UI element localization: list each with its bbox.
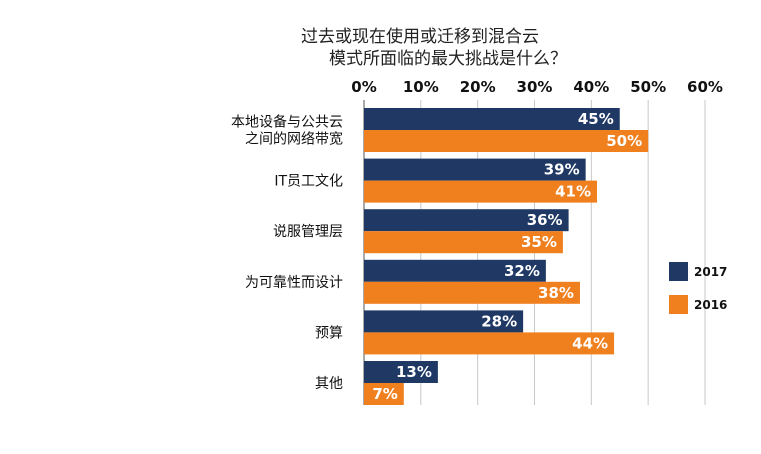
bar-data-label: 50% — [606, 132, 642, 150]
bar-2016 — [364, 231, 563, 254]
chart-title-line-1: 过去或现在使用或迁移到混合云 — [301, 26, 539, 47]
bar-data-label: 28% — [481, 312, 517, 330]
bar-data-label: 41% — [555, 183, 591, 201]
bar-data-label: 7% — [372, 385, 397, 403]
category-label: 本地设备与公共云 — [231, 114, 343, 131]
bar-2016 — [364, 180, 598, 203]
legend-label: 2016 — [694, 298, 727, 312]
x-tick-label: 60% — [687, 78, 723, 96]
bar-data-label: 35% — [521, 233, 557, 251]
bar-2016 — [364, 281, 580, 304]
legend: 2017 2016 — [669, 262, 727, 314]
x-tick-label: 0% — [351, 78, 376, 96]
legend-label: 2017 — [694, 265, 727, 279]
chart-title-line-2: 模式所面临的最大挑战是什么？ — [329, 49, 567, 69]
bar-2016 — [364, 383, 404, 405]
category-label: 说服管理层 — [273, 224, 343, 240]
bars: 45% 50% 39% 41% 36% 35% 32% 38% 28% 44% 13% 7% — [364, 108, 649, 405]
bar-data-label: 45% — [578, 110, 614, 128]
bar-2016 — [364, 332, 615, 355]
bar-data-label: 39% — [544, 161, 580, 179]
bar-2017 — [364, 108, 620, 130]
category-label: 之间的网络带宽 — [245, 131, 343, 148]
bar-2017 — [364, 259, 546, 282]
category-label: 其他 — [315, 376, 343, 392]
x-tick-label: 30% — [517, 78, 553, 96]
bar-data-label: 38% — [538, 284, 574, 302]
legend-swatch-2016 — [669, 295, 688, 314]
bar-data-label: 44% — [572, 334, 608, 352]
x-tick-label: 20% — [460, 78, 496, 96]
bar-data-label: 36% — [527, 211, 563, 229]
bar-2017 — [364, 361, 438, 383]
x-tick-label: 10% — [403, 78, 439, 96]
bar-2016 — [364, 130, 649, 152]
x-tick-label: 50% — [630, 78, 666, 96]
x-axis-tick-labels: 0% 10% 20% 30% 40% 50% 60% — [351, 78, 723, 96]
bar-2017 — [364, 209, 569, 232]
x-tick-label: 40% — [573, 78, 609, 96]
category-label: 预算 — [315, 325, 343, 341]
legend-swatch-2017 — [669, 262, 688, 281]
bar-2017 — [364, 158, 586, 181]
bar-data-label: 13% — [396, 363, 432, 381]
category-label: IT员工文化 — [274, 174, 343, 190]
category-label: 为可靠性而设计 — [245, 275, 343, 291]
bar-data-label: 32% — [504, 262, 540, 280]
bar-2017 — [364, 310, 524, 333]
